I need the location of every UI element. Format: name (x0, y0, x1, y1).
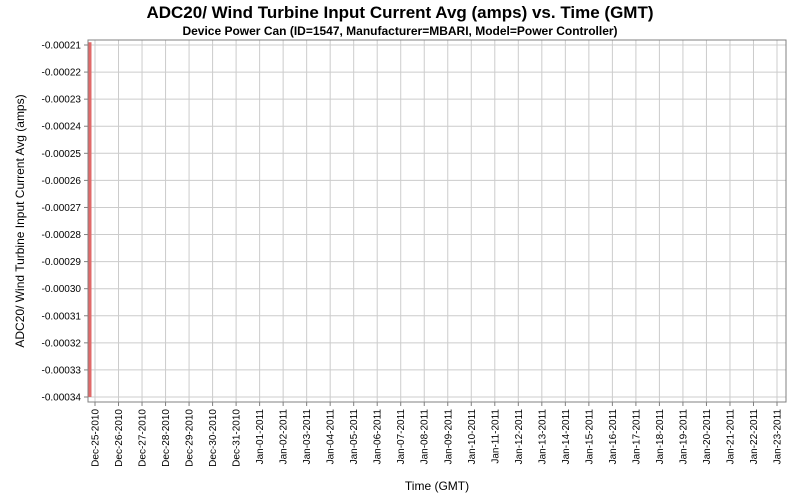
x-tick-label: Jan-09-2011 (443, 409, 454, 465)
x-tick-label: Jan-22-2011 (749, 409, 760, 465)
x-tick-label: Dec-28-2010 (161, 409, 172, 467)
y-tick-label: -0.00023 (42, 95, 82, 106)
x-tick-label: Jan-06-2011 (373, 409, 384, 465)
x-tick-label: Jan-18-2011 (655, 409, 666, 465)
y-tick-label: -0.00029 (42, 257, 82, 268)
x-tick-label: Dec-27-2010 (138, 409, 149, 467)
chart-subtitle: Device Power Can (ID=1547, Manufacturer=… (182, 24, 618, 38)
plot-background (88, 40, 786, 402)
plot-border (87, 39, 787, 403)
y-tick-label: -0.00024 (42, 122, 82, 133)
x-tick-label: Jan-23-2011 (773, 409, 784, 465)
x-tick-label: Jan-01-2011 (255, 409, 266, 465)
x-tick-label: Jan-13-2011 (537, 409, 548, 465)
x-tick-label: Jan-05-2011 (349, 409, 360, 465)
y-tick-label: -0.00028 (42, 230, 82, 241)
x-tick-label: Jan-07-2011 (396, 409, 407, 465)
x-tick-label: Dec-29-2010 (185, 409, 196, 467)
x-tick-label: Jan-16-2011 (608, 409, 619, 465)
x-tick-label: Jan-14-2011 (561, 409, 572, 465)
x-tick-label: Jan-20-2011 (702, 409, 713, 465)
y-tick-label: -0.00032 (42, 338, 82, 349)
x-tick-label: Jan-12-2011 (514, 409, 525, 465)
y-tick-label: -0.00033 (42, 365, 82, 376)
x-tick-label: Jan-04-2011 (326, 409, 337, 465)
y-tick-label: -0.00022 (42, 68, 82, 79)
x-tick-label: Jan-21-2011 (725, 409, 736, 465)
x-tick-label: Dec-30-2010 (208, 409, 219, 467)
x-tick-label: Jan-02-2011 (279, 409, 290, 465)
y-tick-label: -0.00025 (42, 149, 82, 160)
y-tick-label: -0.00034 (42, 393, 82, 404)
x-tick-label: Jan-11-2011 (490, 409, 501, 464)
x-tick-label: Jan-10-2011 (467, 409, 478, 465)
y-tick-label: -0.00030 (42, 284, 82, 295)
y-tick-label: -0.00021 (42, 41, 82, 52)
x-tick-label: Dec-31-2010 (232, 409, 243, 467)
x-tick-label: Jan-17-2011 (631, 409, 642, 465)
x-axis-label: Time (GMT) (404, 479, 470, 493)
x-tick-label: Dec-26-2010 (114, 409, 125, 467)
x-tick-label: Jan-03-2011 (302, 409, 313, 465)
y-tick-label: -0.00027 (42, 203, 82, 214)
y-tick-label: -0.00031 (42, 311, 82, 322)
x-tick-label: Jan-19-2011 (678, 409, 689, 465)
x-tick-label: Dec-25-2010 (91, 409, 102, 467)
x-tick-label: Jan-08-2011 (420, 409, 431, 465)
x-tick-label: Jan-15-2011 (584, 409, 595, 465)
chart-title: ADC20/ Wind Turbine Input Current Avg (a… (146, 3, 654, 22)
y-axis-label: ADC20/ Wind Turbine Input Current Avg (a… (13, 94, 27, 348)
y-tick-label: -0.00026 (42, 176, 82, 187)
